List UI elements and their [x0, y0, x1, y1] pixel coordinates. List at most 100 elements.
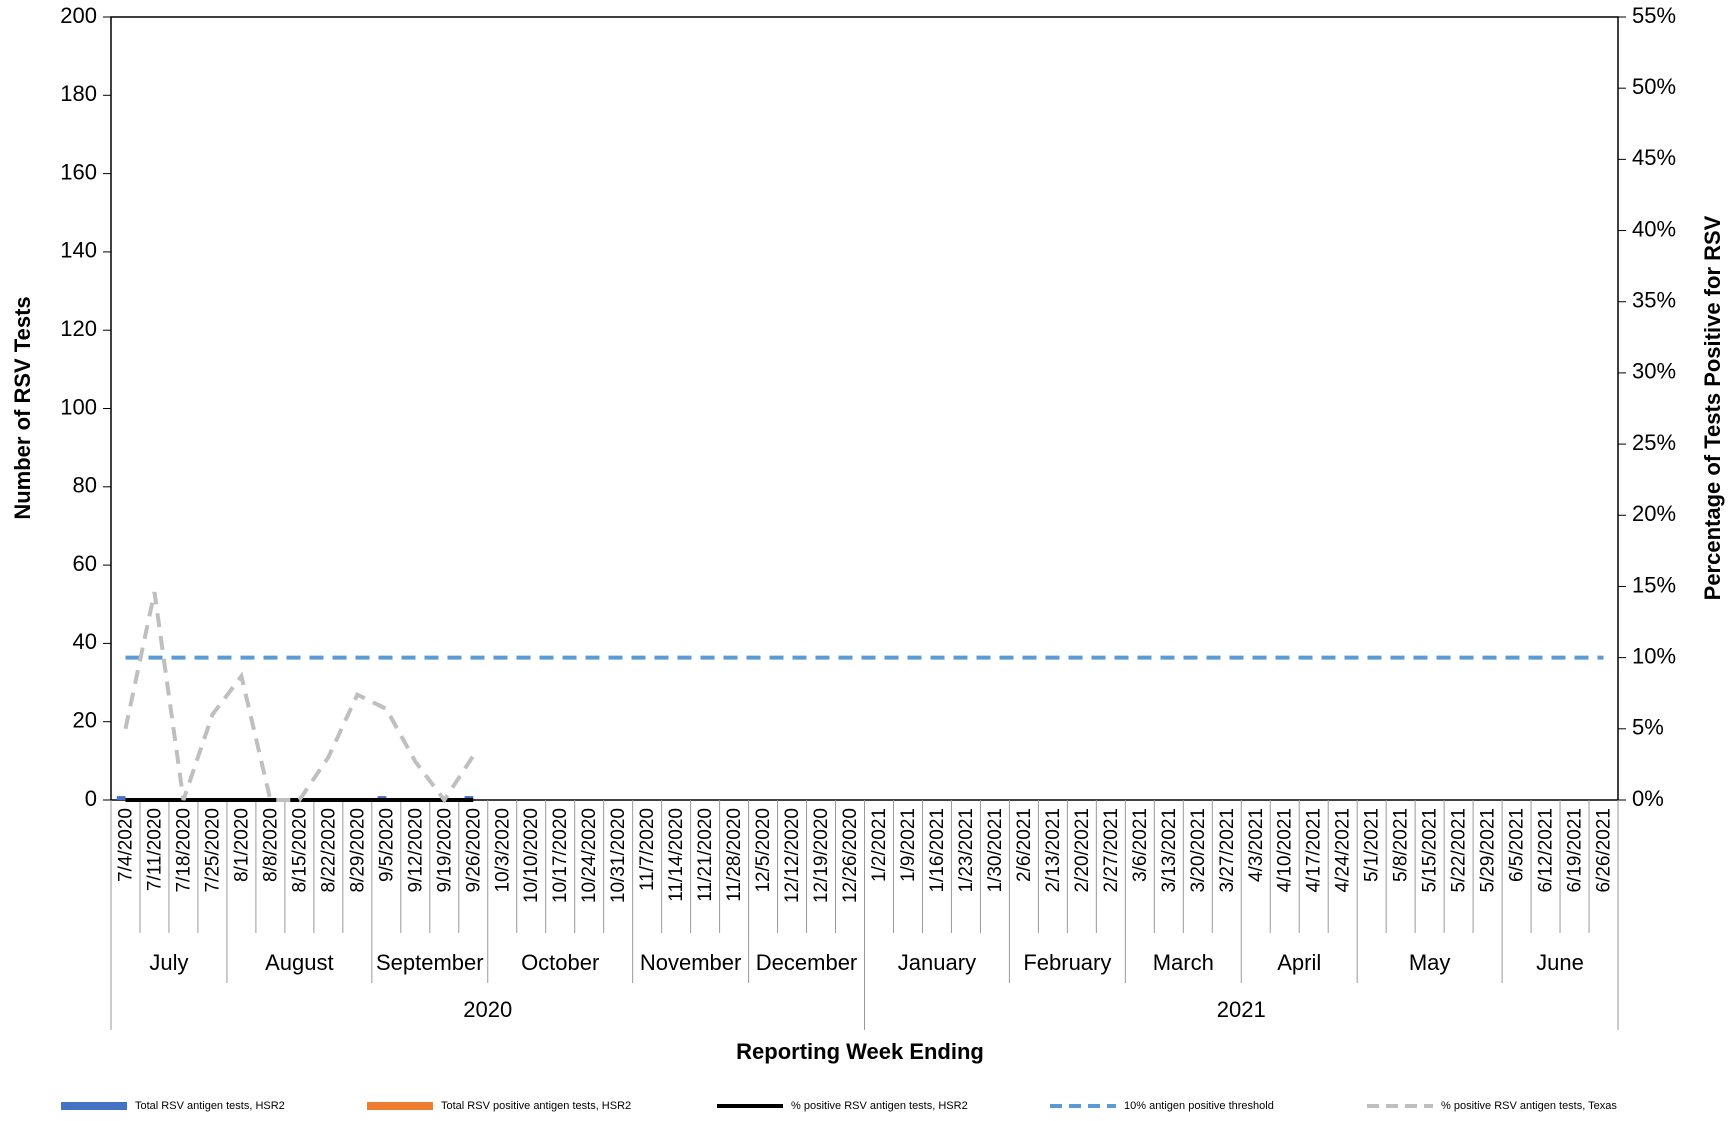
x-tick-label: 5/8/2021 — [1391, 808, 1412, 882]
y2-tick-label: 40% — [1632, 216, 1676, 241]
x-tick-label: 8/22/2020 — [318, 808, 339, 893]
y2-axis-title: Percentage of Tests Positive for RSV — [1700, 215, 1725, 600]
x-tick-label: 7/11/2020 — [144, 808, 165, 891]
x-tick-label: 1/16/2021 — [927, 808, 948, 893]
month-label: January — [898, 950, 976, 975]
x-tick-label: 1/9/2021 — [898, 808, 919, 882]
legend-label: Total RSV positive antigen tests, HSR2 — [441, 1100, 631, 1112]
legend-swatch — [61, 1102, 127, 1110]
x-tick-label: 10/17/2020 — [550, 808, 571, 903]
x-tick-label: 10/3/2020 — [492, 808, 513, 893]
year-label: 2021 — [1217, 997, 1266, 1022]
y-tick-label: 0 — [85, 786, 97, 811]
x-tick-label: 8/15/2020 — [289, 808, 310, 893]
y2-tick-label: 30% — [1632, 359, 1676, 384]
month-label: June — [1536, 950, 1584, 975]
x-tick-label: 3/13/2021 — [1159, 808, 1180, 893]
month-label: February — [1023, 950, 1111, 975]
y-tick-label: 140 — [60, 238, 97, 263]
y-tick-label: 100 — [60, 394, 97, 419]
x-tick-label: 8/8/2020 — [260, 808, 281, 882]
y2-tick-label: 50% — [1632, 74, 1676, 99]
x-tick-label: 10/24/2020 — [579, 808, 600, 903]
x-tick-label: 2/6/2021 — [1014, 808, 1035, 882]
x-tick-label: 4/24/2021 — [1333, 808, 1354, 893]
legend-label: 10% antigen positive threshold — [1124, 1100, 1274, 1112]
x-tick-label: 6/12/2021 — [1536, 808, 1557, 893]
month-label: December — [756, 950, 857, 975]
x-tick-label: 9/5/2020 — [376, 808, 397, 882]
x-tick-label: 5/1/2021 — [1362, 808, 1383, 882]
y2-tick-label: 20% — [1632, 501, 1676, 526]
x-tick-label: 11/7/2020 — [637, 808, 658, 891]
month-label: August — [265, 950, 334, 975]
x-tick-label: 3/27/2021 — [1217, 808, 1238, 893]
x-tick-label: 9/19/2020 — [434, 808, 455, 893]
y2-tick-label: 0% — [1632, 786, 1664, 811]
x-axis-title: Reporting Week Ending — [736, 1039, 984, 1064]
x-tick-label: 5/29/2021 — [1478, 808, 1499, 893]
y-tick-label: 120 — [60, 316, 97, 341]
x-tick-label: 7/25/2020 — [202, 808, 223, 893]
x-tick-label: 12/12/2020 — [782, 808, 803, 903]
y-tick-label: 60 — [73, 551, 97, 576]
y2-tick-label: 45% — [1632, 145, 1676, 170]
x-tick-label: 1/30/2021 — [985, 808, 1006, 893]
x-tick-label: 5/22/2021 — [1449, 808, 1470, 893]
x-tick-label: 4/10/2021 — [1275, 808, 1296, 893]
y2-tick-label: 55% — [1632, 3, 1676, 28]
x-tick-label: 7/4/2020 — [116, 808, 137, 882]
month-label: May — [1409, 950, 1451, 975]
y-tick-label: 20 — [73, 708, 97, 733]
x-tick-label: 8/1/2020 — [231, 808, 252, 882]
bar — [116, 796, 126, 800]
legend-swatch — [367, 1102, 433, 1110]
x-tick-label: 7/18/2020 — [173, 808, 194, 893]
x-tick-label: 11/14/2020 — [666, 808, 687, 902]
y-tick-label: 200 — [60, 3, 97, 28]
y-axis-title: Number of RSV Tests — [10, 296, 35, 519]
x-tick-label: 6/26/2021 — [1594, 808, 1615, 893]
x-tick-label: 11/28/2020 — [724, 808, 745, 902]
line-series — [123, 591, 475, 804]
x-tick-label: 4/3/2021 — [1246, 808, 1267, 882]
x-tick-label: 6/5/2021 — [1507, 808, 1528, 882]
x-tick-label: 4/17/2021 — [1304, 808, 1325, 893]
legend-label: % positive RSV antigen tests, Texas — [1441, 1100, 1617, 1112]
y-tick-label: 80 — [73, 473, 97, 498]
x-tick-label: 11/21/2020 — [695, 808, 716, 902]
x-tick-label: 12/26/2020 — [840, 808, 861, 903]
x-tick-label: 1/2/2021 — [869, 808, 890, 882]
x-tick-label: 8/29/2020 — [347, 808, 368, 893]
x-tick-label: 3/20/2021 — [1188, 808, 1209, 893]
x-tick-label: 12/19/2020 — [811, 808, 832, 903]
x-tick-label: 10/10/2020 — [521, 808, 542, 903]
y2-tick-label: 25% — [1632, 430, 1676, 455]
y-tick-label: 160 — [60, 159, 97, 184]
x-tick-label: 1/23/2021 — [956, 808, 977, 893]
x-tick-label: 5/15/2021 — [1420, 808, 1441, 893]
y-tick-label: 40 — [73, 629, 97, 654]
x-tick-label: 2/20/2021 — [1072, 808, 1093, 893]
x-tick-label: 3/6/2021 — [1130, 808, 1151, 882]
y2-tick-label: 15% — [1632, 572, 1676, 597]
x-tick-label: 6/19/2021 — [1565, 808, 1586, 893]
year-label: 2020 — [463, 997, 512, 1022]
y2-tick-label: 35% — [1632, 288, 1676, 313]
x-tick-label: 9/26/2020 — [463, 808, 484, 893]
month-label: July — [149, 950, 188, 975]
x-tick-label: 2/13/2021 — [1043, 808, 1064, 893]
y2-tick-label: 5% — [1632, 715, 1664, 740]
month-label: September — [376, 950, 484, 975]
plot-frame — [110, 16, 1619, 801]
y2-tick-label: 10% — [1632, 643, 1676, 668]
legend-label: Total RSV antigen tests, HSR2 — [135, 1100, 285, 1112]
y-tick-label: 180 — [60, 81, 97, 106]
x-tick-label: 12/5/2020 — [753, 808, 774, 893]
month-label: October — [521, 950, 599, 975]
month-label: March — [1153, 950, 1214, 975]
month-label: November — [640, 950, 741, 975]
month-label: April — [1277, 950, 1321, 975]
legend-label: % positive RSV antigen tests, HSR2 — [791, 1100, 968, 1112]
